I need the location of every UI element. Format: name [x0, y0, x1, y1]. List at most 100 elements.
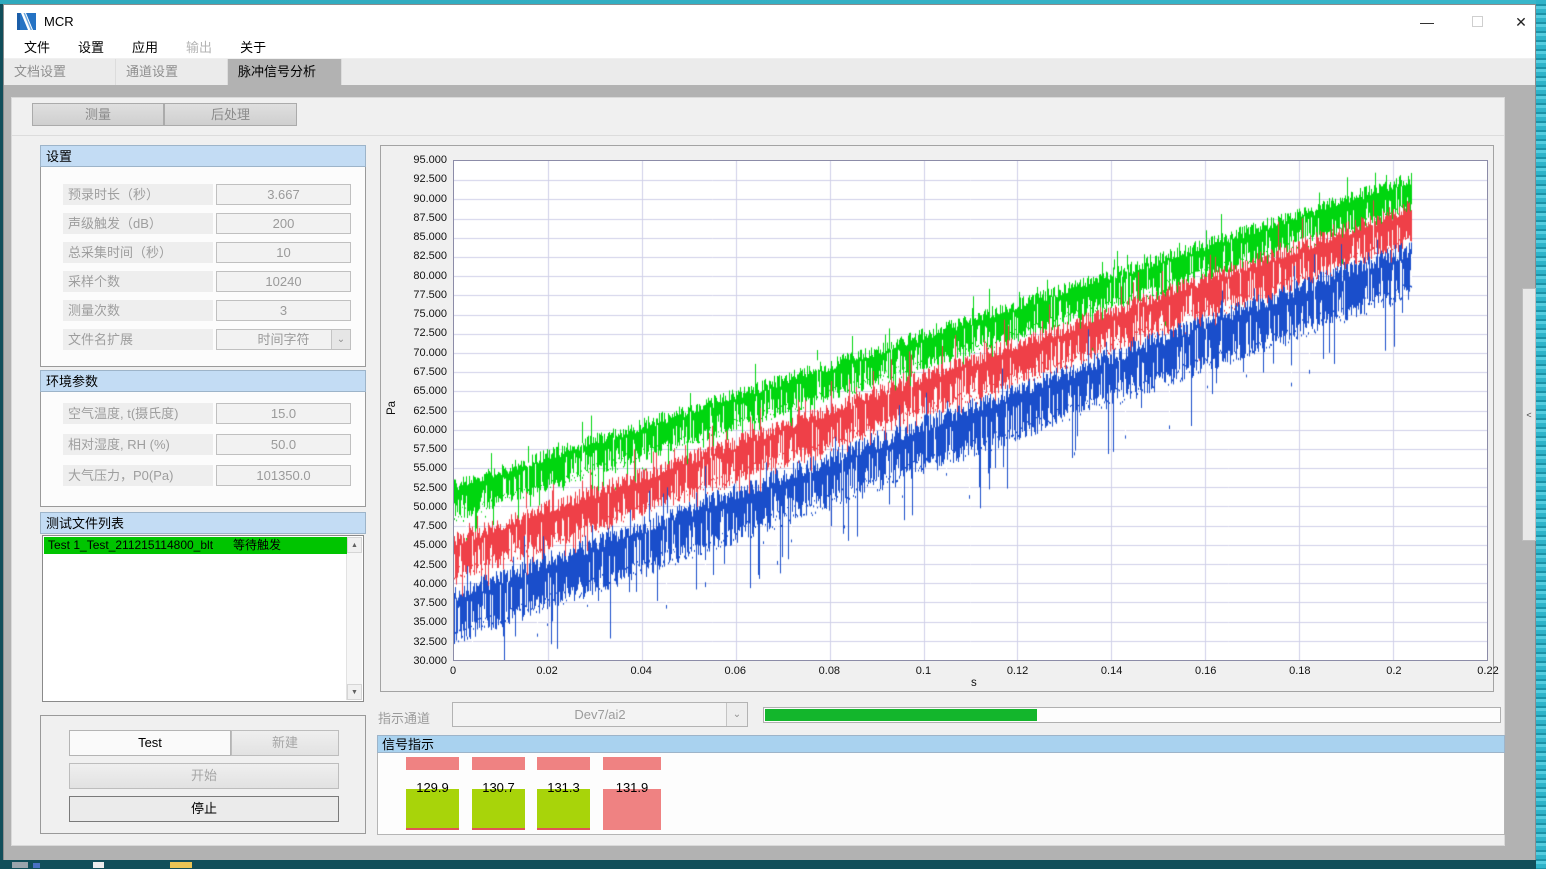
env-field-label: 相对湿度, RH (%) [63, 434, 213, 455]
signal-value: 130.7 [482, 780, 515, 795]
y-tick-label: 72.500 [413, 327, 447, 340]
test-name-input[interactable]: Test [69, 730, 231, 756]
y-tick-label: 55.000 [413, 462, 447, 475]
taskbar-icon-sliver[interactable] [93, 862, 104, 868]
settings-field-value[interactable]: 3 [216, 300, 351, 321]
env-field-value[interactable]: 50.0 [216, 434, 351, 455]
minimize-button[interactable]: — [1420, 14, 1434, 30]
progress-fill [765, 709, 1038, 721]
settings-panel-body: 预录时长（秒） 3.667 声级触发（dB） 200 总采集时间（秒） 10 采样个数 102… [40, 167, 366, 367]
divider [12, 135, 1504, 136]
env-field-label: 空气温度, t(摄氏度) [63, 403, 213, 424]
stop-button[interactable]: 停止 [69, 796, 339, 822]
subtab-postprocess[interactable]: 后处理 [164, 103, 297, 126]
tab-strip: 文档设置 通道设置 脉冲信号分析 [4, 59, 1535, 85]
x-tick-label: 0.14 [1100, 665, 1123, 677]
taskbar-icon-sliver[interactable] [170, 862, 192, 868]
run-controls-group: Test 新建 开始 停止 [40, 715, 366, 834]
indicator-channel-dropdown[interactable]: Dev7/ai2 ⌄ [452, 702, 748, 727]
env-field-value[interactable]: 101350.0 [216, 465, 351, 486]
y-tick-label: 82.500 [413, 250, 447, 263]
signal-strip [603, 757, 661, 770]
settings-field-label: 预录时长（秒） [63, 184, 213, 205]
environment-panel-title: 环境参数 [40, 370, 366, 392]
x-tick-label: 0.2 [1386, 665, 1402, 677]
tab-page: 测量 后处理 设置 预录时长（秒） 3.667 声级触发（dB） 200 总采集时间（秒… [4, 85, 1535, 860]
menu-item-关于[interactable]: 关于 [240, 40, 267, 55]
content-panel: 测量 后处理 设置 预录时长（秒） 3.667 声级触发（dB） 200 总采集时间（秒… [11, 97, 1505, 846]
new-button[interactable]: 新建 [231, 730, 339, 756]
environment-panel: 环境参数 空气温度, t(摄氏度) 15.0 相对湿度, RH (%) 50.0 大气压… [40, 370, 366, 507]
taskbar-icon-sliver[interactable] [33, 863, 40, 868]
menu-item-应用[interactable]: 应用 [132, 40, 159, 55]
signal-level-underline [472, 828, 525, 830]
scroll-up-icon[interactable]: ▲ [347, 537, 362, 553]
settings-field-value[interactable]: 10240 [216, 271, 351, 292]
settings-panel: 设置 预录时长（秒） 3.667 声级触发（dB） 200 总采集时间（秒） 10 采样个数… [40, 145, 366, 367]
y-tick-label: 87.500 [413, 211, 447, 224]
y-tick-label: 85.000 [413, 231, 447, 244]
signal-level-box [472, 789, 525, 830]
y-tick-label: 37.500 [413, 597, 447, 610]
x-tick-label: 0.18 [1289, 665, 1311, 677]
signal-indicator-panel: 信号指示 129.9 130.7 131.3 131.9 [377, 735, 1505, 835]
list-item[interactable]: Test 1_Test_211215114800_blt 等待触发 [44, 537, 347, 554]
x-tick-label: 0.08 [818, 665, 841, 677]
y-tick-label: 75.000 [413, 308, 447, 321]
menu-item-输出[interactable]: 输出 [186, 40, 213, 55]
maximize-button[interactable] [1462, 11, 1492, 33]
settings-field-label: 声级触发（dB） [63, 213, 213, 234]
y-tick-label: 57.500 [413, 443, 447, 456]
signal-panel-title: 信号指示 [377, 735, 1505, 753]
y-tick-label: 52.500 [413, 481, 447, 494]
settings-field-value[interactable]: 200 [216, 213, 351, 234]
signal-level-box [603, 789, 661, 830]
x-tick-label: 0.16 [1195, 665, 1217, 677]
tab-文档设置[interactable]: 文档设置 [4, 59, 116, 85]
indicator-channel-value: Dev7/ai2 [574, 707, 626, 722]
settings-field-label: 采样个数 [63, 271, 213, 292]
settings-field-value[interactable]: 时间字符 ⌄ [216, 329, 351, 350]
panel-splitter-handle[interactable]: < [1522, 288, 1536, 541]
environment-panel-body: 空气温度, t(摄氏度) 15.0 相对湿度, RH (%) 50.0 大气压力，P0(… [40, 392, 366, 507]
settings-panel-title: 设置 [40, 145, 366, 167]
signal-value: 131.9 [615, 780, 649, 795]
signal-level-box [537, 789, 590, 830]
y-tick-label: 70.000 [413, 346, 447, 359]
file-list-panel: 测试文件列表 [40, 512, 366, 534]
test-file-name: Test 1_Test_211215114800_blt [48, 538, 214, 552]
y-tick-label: 60.000 [413, 423, 447, 436]
tab-通道设置[interactable]: 通道设置 [116, 59, 228, 85]
test-file-list[interactable]: ▲ ▼ Test 1_Test_211215114800_blt 等待触发 [42, 535, 364, 702]
y-tick-label: 65.000 [413, 385, 447, 398]
menu-bar: 文件 设置 应用 输出 关于 [4, 38, 1535, 59]
scroll-down-icon[interactable]: ▼ [347, 684, 362, 700]
y-tick-label: 42.500 [413, 558, 447, 571]
env-field-label: 大气压力，P0(Pa) [63, 465, 213, 486]
settings-field-value[interactable]: 10 [216, 242, 351, 263]
y-tick-label: 30.000 [413, 655, 447, 667]
desktop-top-strip [0, 0, 1546, 4]
title-bar: MCR — ✕ [4, 5, 1535, 38]
app-window: MCR — ✕ 文件 设置 应用 输出 关于 文档设置 通道设置 脉冲信号分析 测量 后处理… [3, 4, 1536, 860]
chevron-down-icon[interactable]: ⌄ [726, 703, 747, 726]
menu-item-设置[interactable]: 设置 [78, 40, 105, 55]
file-list-panel-title: 测试文件列表 [40, 512, 366, 534]
taskbar-icon-sliver[interactable] [12, 862, 28, 868]
list-scrollbar[interactable]: ▲ ▼ [346, 537, 362, 700]
x-tick-label: 0.02 [536, 665, 558, 677]
start-button[interactable]: 开始 [69, 763, 339, 789]
close-button[interactable]: ✕ [1515, 14, 1527, 30]
signal-panel-body: 129.9 130.7 131.3 131.9 [377, 753, 1505, 835]
settings-field-value[interactable]: 3.667 [216, 184, 351, 205]
test-file-status: 等待触发 [233, 538, 282, 552]
settings-field-label: 文件名扩展 [63, 329, 213, 350]
tab-脉冲信号分析[interactable]: 脉冲信号分析 [228, 59, 342, 85]
menu-item-文件[interactable]: 文件 [24, 40, 51, 55]
y-tick-label: 80.000 [413, 269, 447, 282]
signal-value: 131.3 [547, 780, 580, 795]
env-field-value[interactable]: 15.0 [216, 403, 351, 424]
subtab-measure[interactable]: 测量 [32, 103, 164, 126]
chevron-down-icon[interactable]: ⌄ [331, 330, 350, 349]
settings-field-label: 测量次数 [63, 300, 213, 321]
